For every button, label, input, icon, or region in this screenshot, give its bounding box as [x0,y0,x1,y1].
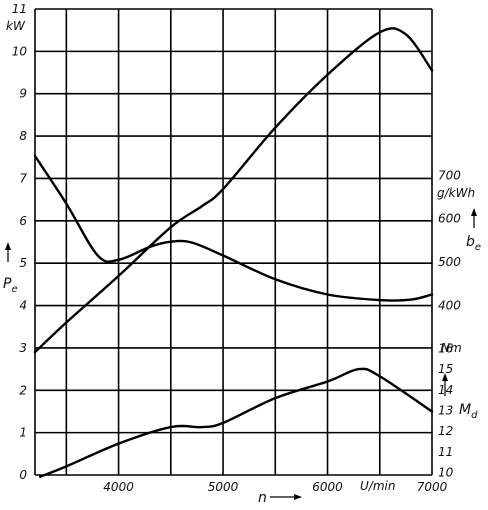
grid [34,8,433,476]
md-tick-label-11: 11 [438,445,453,459]
pe-tick-label-9: 9 [19,87,27,101]
md-tick-label-15: 15 [438,362,453,376]
x-tick-label-6000: 6000 [312,480,343,494]
pe-tick-label-6: 6 [19,214,27,228]
md-unit: Nm [441,341,462,355]
x-axis-label: n [258,490,302,506]
md-label: Md [459,402,478,421]
pe-tick-label-10: 10 [12,44,28,58]
axis-labels: kW Pe g/kWh be Nm Md n U/min [3,19,481,506]
pe-tick-label-2: 2 [19,383,27,397]
pe-tick-label-8: 8 [19,129,27,143]
x-tick-label-4000: 4000 [103,480,134,494]
md-tick-label-13: 13 [438,404,453,418]
pe-unit: kW [6,19,26,33]
md-tick-label-12: 12 [438,424,453,438]
md-axis-label: Md [442,373,478,421]
be-unit: g/kWh [437,186,475,200]
pe-tick-label-7: 7 [19,171,27,185]
be-axis-label: be [466,208,481,253]
pe-axis-label: Pe [3,242,18,295]
md-tick-label-10: 10 [438,466,454,480]
be-tick-label-500: 500 [438,255,461,269]
x-label: n [258,490,267,506]
pe-tick-label-4: 4 [19,299,27,313]
x-tick-label-5000: 5000 [208,480,239,494]
pe-tick-label-0: 0 [19,468,27,482]
series-pe-line [33,27,434,354]
pe-tick-label-5: 5 [19,256,27,270]
be-tick-label-700: 700 [438,168,461,182]
x-tick-label-7000: 7000 [417,480,448,494]
pe-tick-label-1: 1 [19,426,27,440]
md-tick-label-14: 14 [438,383,453,397]
pe-tick-label-3: 3 [19,341,27,355]
be-tick-label-600: 600 [438,212,461,226]
pe-tick-label-11: 11 [12,2,27,16]
x-unit: U/min [360,479,395,493]
be-label: be [466,234,481,253]
be-tick-label-400: 400 [438,298,461,312]
curves [33,27,434,478]
pe-label: Pe [3,276,18,295]
series-md-line [39,367,434,478]
md-tick-label-16: 16 [438,341,454,355]
series-be-line [33,154,434,302]
